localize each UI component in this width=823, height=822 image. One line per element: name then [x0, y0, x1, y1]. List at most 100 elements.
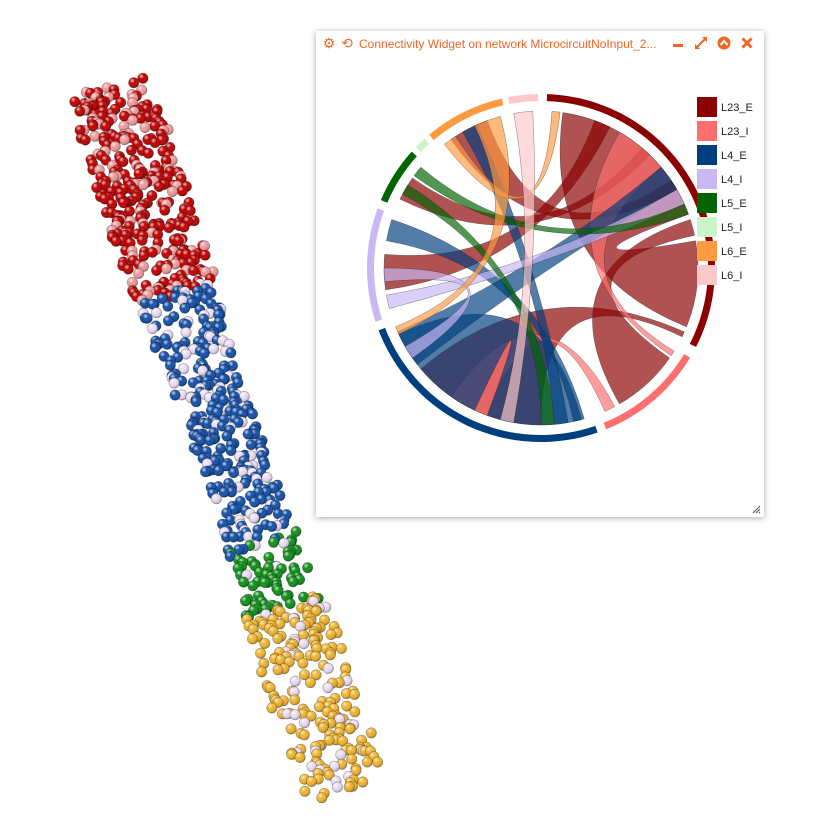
neuron-cell-highlight: [298, 708, 309, 720]
minimize-icon[interactable]: [670, 35, 686, 51]
neuron-cell-highlight: [314, 701, 325, 712]
neuron-cell-highlight: [185, 205, 196, 216]
neuron-cell-highlight: [117, 156, 129, 167]
gear-icon[interactable]: ⚙: [322, 35, 336, 51]
chord-group-arc[interactable]: [367, 208, 385, 322]
neuron-cell-highlight: [325, 629, 337, 640]
neuron-cell-highlight: [119, 110, 130, 122]
legend-item[interactable]: L5_E: [697, 193, 764, 217]
neuron-cell-highlight: [99, 193, 110, 205]
neuron-cell-highlight: [256, 666, 267, 678]
neuron-cell-highlight: [106, 198, 118, 210]
neuron-cell-highlight: [323, 735, 335, 746]
neuron-cell-highlight: [204, 435, 215, 446]
neuron-cell-highlight: [299, 669, 310, 680]
neuron-cell-highlight: [299, 786, 311, 797]
neuron-cell-highlight: [239, 391, 250, 402]
legend-item[interactable]: L23_I: [697, 121, 764, 145]
neuron-cell-highlight: [74, 125, 86, 136]
neuron-cell-highlight: [316, 792, 327, 803]
neuron-cell-highlight: [259, 638, 270, 649]
neuron-cells[interactable]: [69, 72, 384, 804]
maximize-icon[interactable]: [693, 35, 709, 51]
neuron-cell-highlight: [325, 649, 336, 661]
neuron-cell-highlight: [159, 205, 170, 216]
neuron-cell-highlight: [228, 531, 239, 543]
neuron-cell-highlight: [270, 500, 281, 511]
legend: L23_E L23_I L4_E L4_I L5_E L5_I L6_E L6_I: [697, 97, 764, 289]
resize-handle-icon[interactable]: [752, 505, 761, 514]
neuron-cell-highlight: [149, 137, 161, 148]
neuron-cell-highlight: [372, 756, 383, 768]
legend-item[interactable]: L23_E: [697, 97, 764, 121]
neuron-cell-highlight: [213, 465, 224, 476]
chord-group-arc[interactable]: [507, 94, 539, 105]
neuron-cell-highlight: [302, 562, 313, 573]
neuron-cell-highlight: [180, 348, 192, 360]
chord-group-arc[interactable]: [603, 354, 691, 430]
neuron-cell-highlight: [139, 122, 151, 133]
legend-item[interactable]: L6_I: [697, 265, 764, 289]
neuron-cell-highlight: [259, 459, 270, 471]
chord-group-arc[interactable]: [546, 94, 715, 347]
neuron-cell-highlight: [295, 621, 306, 632]
neuron-cell-highlight: [286, 749, 297, 760]
neuron-cell-highlight: [118, 197, 129, 208]
legend-label: L4_E: [721, 150, 747, 162]
neuron-cell-highlight: [274, 618, 285, 630]
chord-ribbon: [462, 124, 569, 425]
legend-item[interactable]: L5_I: [697, 217, 764, 241]
neuron-cell-highlight: [247, 633, 258, 645]
neuron-cell-highlight: [350, 765, 362, 776]
neuron-cell-highlight: [299, 717, 310, 728]
neuron-cell-highlight: [180, 327, 192, 338]
neuron-cell-highlight: [69, 96, 81, 107]
neuron-cell-highlight: [237, 466, 248, 477]
neuron-cell-highlight: [287, 576, 299, 587]
legend-item[interactable]: L6_E: [697, 241, 764, 265]
neuron-cell-highlight: [200, 466, 211, 477]
neuron-cell-highlight: [344, 781, 355, 792]
chord-arcs[interactable]: [367, 94, 715, 443]
neuron-cell-highlight: [127, 115, 138, 126]
chord-group-arc[interactable]: [415, 138, 430, 152]
neuron-cell-highlight: [299, 729, 310, 740]
collapse-icon[interactable]: [716, 35, 732, 51]
neuron-cell-highlight: [149, 120, 160, 132]
history-icon[interactable]: ⟲: [341, 35, 353, 51]
connectivity-widget[interactable]: ⚙ ⟲ Connectivity Widget on network Micro…: [316, 31, 764, 517]
neuron-cell-highlight: [366, 727, 377, 739]
neuron-cell-highlight: [251, 531, 263, 543]
legend-label: L6_I: [721, 270, 743, 282]
neuron-cell-highlight: [249, 496, 260, 508]
close-icon[interactable]: [739, 35, 755, 51]
neuron-cell-highlight: [177, 185, 188, 197]
neuron-cell-highlight: [143, 148, 154, 159]
chord-group-arc[interactable]: [429, 98, 504, 141]
legend-item[interactable]: L4_E: [697, 145, 764, 169]
neuron-cell-highlight: [310, 605, 322, 617]
neuron-cell-highlight: [167, 186, 178, 197]
neuron-cell-highlight: [227, 360, 238, 371]
neuron-cell-highlight: [248, 623, 259, 635]
neuron-cell-highlight: [133, 268, 144, 279]
neuron-cell-highlight: [243, 531, 254, 542]
neuron-cell-highlight: [278, 537, 290, 549]
neuron-cell-highlight: [332, 781, 343, 793]
neuron-cell-highlight: [341, 688, 352, 699]
widget-title: Connectivity Widget on network Microcirc…: [359, 37, 657, 51]
neuron-cell-highlight: [289, 694, 300, 705]
chord-group-arc[interactable]: [380, 151, 417, 203]
neuron-cell-highlight: [137, 73, 149, 84]
neuron-cell-highlight: [179, 302, 190, 314]
widget-titlebar[interactable]: ⚙ ⟲ Connectivity Widget on network Micro…: [316, 31, 764, 57]
legend-label: L5_I: [721, 222, 743, 234]
legend-item[interactable]: L4_I: [697, 169, 764, 193]
neuron-cell-highlight: [119, 134, 130, 145]
neuron-cell-highlight: [322, 682, 334, 693]
neuron-cell-highlight: [161, 263, 172, 274]
neuron-cell-highlight: [138, 250, 149, 261]
neuron-cell-highlight: [157, 293, 168, 304]
chord-diagram[interactable]: [356, 83, 726, 453]
